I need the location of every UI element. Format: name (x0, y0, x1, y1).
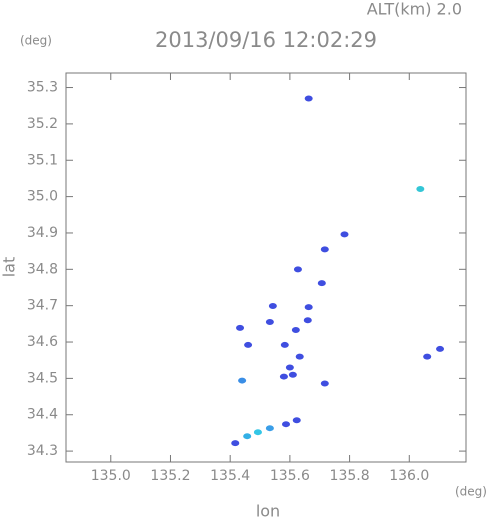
echo-point (236, 324, 245, 331)
y-tick-label: 34.5 (27, 370, 58, 386)
echo-point (244, 341, 253, 348)
y-tick-label: 35.2 (27, 116, 58, 132)
echo-point (268, 303, 277, 310)
chart-subtitle: ALT(km) 2.0 (367, 0, 462, 19)
echo-point (320, 246, 329, 253)
y-unit: (deg) (20, 34, 52, 48)
x-tick-label: 136.0 (389, 468, 429, 484)
x-tick-label: 135.4 (210, 468, 250, 484)
y-tick-label: 34.4 (27, 407, 58, 423)
echo-point (320, 380, 329, 387)
echo-point (288, 371, 297, 378)
echo-point (231, 440, 240, 447)
echo-point (304, 304, 313, 311)
echo-point (340, 231, 349, 238)
y-axis-label: lat (0, 257, 19, 278)
y-tick-label: 35.0 (27, 189, 58, 205)
echo-point (282, 421, 290, 428)
x-tick-label: 135.0 (91, 468, 131, 484)
y-tick-label: 34.9 (27, 225, 58, 241)
y-tick-label: 34.7 (27, 298, 58, 314)
echo-point (285, 364, 294, 371)
echo-point (303, 317, 312, 324)
y-tick-label: 34.6 (27, 334, 58, 350)
echo-point (238, 377, 247, 384)
echo-point (416, 185, 425, 192)
echo-point (304, 95, 313, 102)
x-unit: (deg) (455, 485, 487, 499)
chart-title: 2013/09/16 12:02:29 (155, 28, 377, 52)
echo-point (265, 319, 274, 326)
x-tick-label: 135.2 (150, 468, 190, 484)
plot-frame (65, 72, 467, 463)
echo-point (265, 425, 274, 432)
echo-point (291, 327, 300, 334)
y-tick-label: 35.1 (27, 152, 58, 168)
echo-point (423, 353, 432, 360)
x-axis-label: lon (256, 502, 280, 521)
x-tick-label: 135.8 (330, 468, 370, 484)
echo-point (253, 429, 262, 436)
x-tick-label: 135.6 (270, 468, 310, 484)
echo-point (295, 353, 304, 360)
y-tick-label: 35.3 (27, 80, 58, 96)
y-tick-label: 34.3 (27, 443, 58, 459)
echo-point (317, 280, 326, 287)
echo-point (280, 341, 289, 348)
echo-point (279, 373, 288, 380)
echo-point (292, 417, 301, 424)
echo-point (243, 433, 252, 440)
echo-point (436, 345, 445, 352)
y-tick-label: 34.8 (27, 261, 58, 277)
echo-point (293, 266, 302, 273)
